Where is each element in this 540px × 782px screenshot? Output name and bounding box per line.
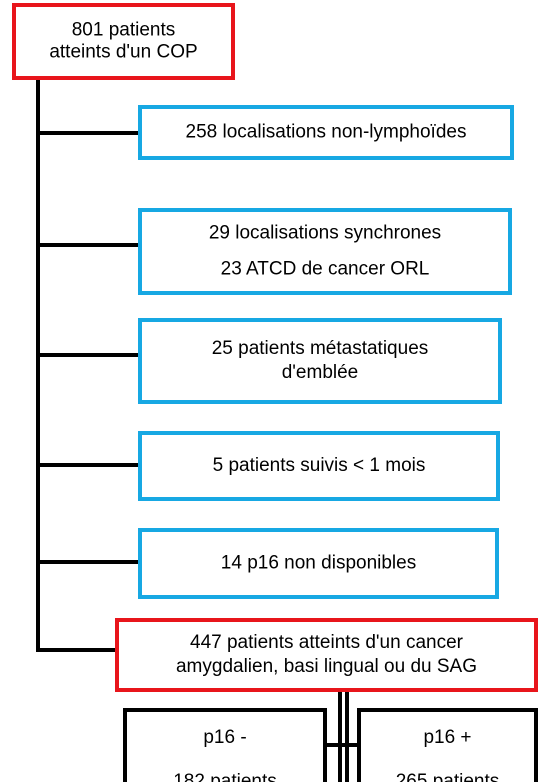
connectors bbox=[36, 78, 361, 782]
node-box bbox=[115, 618, 538, 692]
node: p16 - 182 patients bbox=[123, 708, 327, 782]
node-label: 23 ATCD de cancer ORL bbox=[221, 259, 430, 280]
node: 29 localisations synchrones 23 ATCD de ca… bbox=[138, 208, 512, 295]
node-box bbox=[138, 208, 512, 295]
node-box bbox=[138, 528, 499, 599]
node-label: 258 localisations non-lymphoïdes bbox=[186, 122, 467, 143]
node-label: 5 patients suivis < 1 mois bbox=[213, 455, 426, 476]
node: 5 patients suivis < 1 mois bbox=[138, 431, 500, 501]
node: 258 localisations non-lymphoïdes bbox=[138, 105, 514, 160]
node-box bbox=[138, 431, 500, 501]
node-box bbox=[123, 708, 327, 782]
node-label: 182 patients bbox=[173, 771, 277, 782]
node: 25 patients métastatiques d'emblée bbox=[138, 318, 502, 404]
node: 14 p16 non disponibles bbox=[138, 528, 499, 599]
node-label: d'emblée bbox=[282, 362, 359, 383]
node-box bbox=[12, 3, 235, 80]
node: p16 + 265 patients bbox=[357, 708, 538, 782]
node-label: atteints d'un COP bbox=[49, 42, 197, 63]
node-label: 447 patients atteints d'un cancer bbox=[190, 632, 464, 653]
node-label: p16 + bbox=[423, 727, 471, 748]
node-label: 14 p16 non disponibles bbox=[221, 553, 416, 574]
node-box bbox=[138, 105, 514, 160]
node-box bbox=[138, 318, 502, 404]
node-label: p16 - bbox=[203, 727, 246, 748]
node-label: 25 patients métastatiques bbox=[212, 338, 429, 359]
node-label: 801 patients bbox=[72, 20, 176, 41]
node-label: 265 patients bbox=[396, 771, 500, 782]
node-label: 29 localisations synchrones bbox=[209, 223, 441, 244]
node-box bbox=[357, 708, 538, 782]
node-label: amygdalien, basi lingual ou du SAG bbox=[176, 656, 477, 677]
node: 447 patients atteints d'un cancer amygdal… bbox=[115, 618, 538, 692]
